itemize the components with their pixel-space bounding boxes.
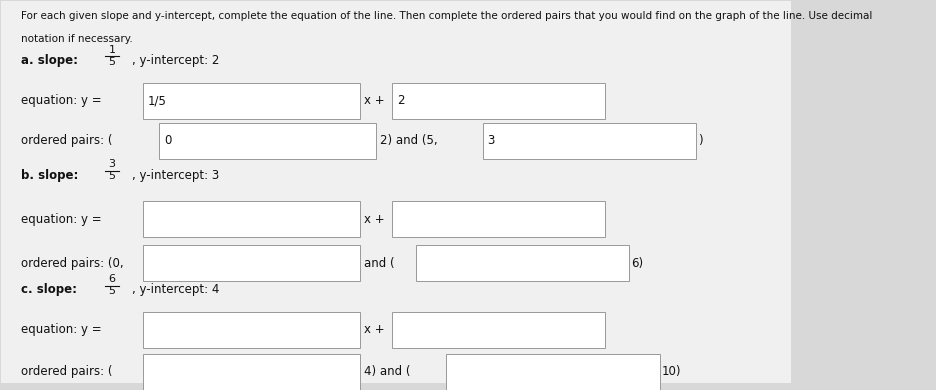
Text: 1: 1 (109, 45, 115, 55)
Text: 5: 5 (109, 171, 115, 181)
FancyBboxPatch shape (392, 312, 605, 348)
Text: equation: y =: equation: y = (22, 213, 102, 225)
Text: 6): 6) (631, 257, 643, 269)
FancyBboxPatch shape (416, 245, 629, 281)
Text: 3: 3 (109, 160, 115, 169)
FancyBboxPatch shape (483, 123, 695, 159)
Text: 4) and (: 4) and ( (364, 365, 411, 378)
FancyBboxPatch shape (143, 245, 360, 281)
Text: equation: y =: equation: y = (22, 323, 102, 337)
Text: , y-intercept: 3: , y-intercept: 3 (132, 169, 219, 182)
Text: x +: x + (364, 94, 385, 107)
Text: For each given slope and y-intercept, complete the equation of the line. Then co: For each given slope and y-intercept, co… (22, 11, 872, 21)
FancyBboxPatch shape (159, 123, 376, 159)
Text: 10): 10) (662, 365, 681, 378)
Text: equation: y =: equation: y = (22, 94, 102, 107)
Text: b. slope:: b. slope: (22, 169, 82, 182)
FancyBboxPatch shape (446, 354, 660, 390)
Text: 2) and (5,: 2) and (5, (380, 134, 438, 147)
Text: , y-intercept: 2: , y-intercept: 2 (132, 54, 219, 67)
Text: 0: 0 (164, 134, 171, 147)
Text: a. slope:: a. slope: (22, 54, 82, 67)
FancyBboxPatch shape (143, 83, 360, 119)
Text: , y-intercept: 4: , y-intercept: 4 (132, 283, 219, 296)
Text: 5: 5 (109, 286, 115, 296)
FancyBboxPatch shape (143, 312, 360, 348)
Text: notation if necessary.: notation if necessary. (22, 34, 133, 44)
Text: ordered pairs: (: ordered pairs: ( (22, 365, 112, 378)
Text: ordered pairs: (: ordered pairs: ( (22, 134, 112, 147)
FancyBboxPatch shape (392, 83, 605, 119)
Text: 6: 6 (109, 274, 115, 284)
Text: 5: 5 (109, 57, 115, 67)
Text: x +: x + (364, 213, 385, 225)
FancyBboxPatch shape (392, 201, 605, 237)
Text: x +: x + (364, 323, 385, 337)
Text: 1/5: 1/5 (148, 94, 167, 107)
Text: ordered pairs: (0,: ordered pairs: (0, (22, 257, 124, 269)
Text: 2: 2 (397, 94, 404, 107)
Text: c. slope:: c. slope: (22, 283, 81, 296)
Text: 3: 3 (488, 134, 495, 147)
FancyBboxPatch shape (143, 354, 360, 390)
FancyBboxPatch shape (1, 2, 791, 383)
FancyBboxPatch shape (143, 201, 360, 237)
Text: and (: and ( (364, 257, 395, 269)
Text: ): ) (698, 134, 703, 147)
